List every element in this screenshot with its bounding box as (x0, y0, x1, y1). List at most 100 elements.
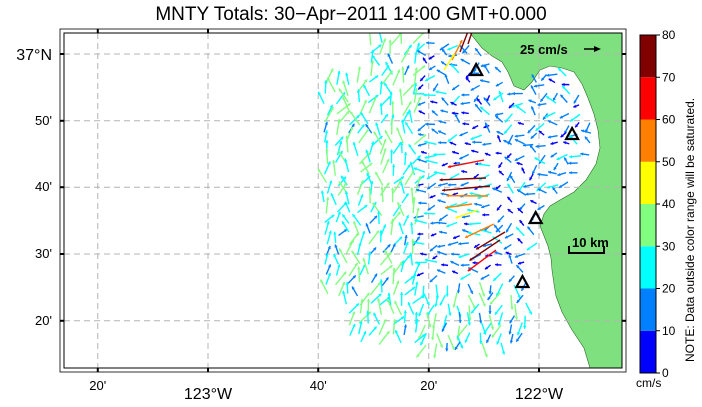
vector-arrowhead (384, 130, 388, 134)
vector-arrowhead (508, 254, 512, 258)
colorbar-tick-label: 40 (662, 197, 676, 211)
vector-arrow (392, 267, 395, 285)
vector-arrowhead (327, 77, 331, 81)
vector-arrowhead (411, 239, 415, 242)
vector-arrowhead (356, 89, 361, 93)
vector-arrowhead (533, 84, 537, 88)
vector-arrowhead (472, 261, 476, 265)
vector-arrowhead (552, 187, 556, 191)
vector-arrowhead (482, 213, 486, 217)
vector-arrowhead (516, 161, 520, 166)
vector-arrowhead (512, 91, 515, 96)
vector-arrowhead (329, 180, 333, 184)
vector-arrowhead (473, 68, 477, 73)
vector-arrowhead (433, 87, 437, 92)
vector-arrowhead (528, 99, 532, 103)
vector-arrowhead (438, 140, 441, 145)
vector-arrowhead (383, 138, 387, 143)
vector-arrowhead (407, 302, 411, 306)
vector-arrowhead (318, 91, 322, 96)
vector-arrowhead (417, 50, 421, 54)
vector-arrowhead (541, 77, 545, 81)
vector-arrowhead (373, 326, 377, 330)
vector-arrowhead (431, 128, 435, 132)
vector-arrowhead (478, 177, 483, 181)
vector-arrowhead (418, 176, 422, 180)
vector-arrowhead (420, 252, 424, 256)
vector-arrowhead (415, 188, 420, 192)
vector-arrowhead (344, 158, 348, 162)
vector-arrowhead (564, 157, 568, 161)
vector-arrowhead (347, 103, 351, 107)
vector-arrowhead (352, 275, 356, 279)
vector-arrowhead (497, 135, 501, 139)
vector-arrowhead (472, 140, 476, 144)
vector-arrowhead (436, 69, 441, 73)
vector-arrowhead (420, 77, 424, 82)
vector-arrowhead (382, 224, 387, 228)
vector-arrowhead (331, 214, 335, 218)
vector-arrowhead (537, 188, 542, 192)
vector-arrowhead (535, 127, 539, 131)
vector-arrowhead (460, 183, 464, 187)
vector-arrowhead (477, 98, 481, 102)
vector-arrowhead (360, 298, 364, 302)
colorbar-segment (640, 35, 656, 78)
vector-arrowhead (341, 281, 346, 286)
vector-arrowhead (411, 287, 416, 291)
vector-arrowhead (373, 247, 377, 251)
vector-arrow (346, 135, 349, 153)
vector-arrowhead (389, 70, 393, 74)
vector-arrowhead (444, 74, 448, 78)
vector-arrowhead (418, 201, 422, 205)
longitude-label: 20' (89, 378, 106, 393)
vector-arrowhead (462, 229, 466, 233)
vector-arrowhead (329, 104, 333, 109)
vector-arrowhead (517, 208, 521, 212)
vector-arrowhead (428, 56, 432, 60)
vector-arrowhead (345, 135, 349, 139)
vector-arrowhead (451, 53, 455, 58)
vector-arrowhead (372, 202, 376, 206)
vector-arrowhead (504, 156, 508, 160)
vector-arrowhead (417, 143, 422, 147)
vector-arrowhead (454, 113, 458, 118)
colorbar-segment (640, 77, 656, 120)
vector-arrowhead (365, 223, 369, 227)
vector-arrowhead (379, 279, 383, 283)
vector-arrowhead (531, 74, 535, 78)
vector-arrowhead (373, 97, 377, 101)
vector-arrowhead (511, 104, 515, 108)
vector-arrowhead (530, 135, 534, 139)
vector-arrow (379, 251, 393, 266)
vector-arrowhead (357, 66, 362, 70)
vector-arrowhead (510, 175, 513, 179)
vector-arrowhead (493, 97, 497, 101)
vector-arrowhead (550, 141, 554, 145)
vector-arrowhead (390, 187, 395, 191)
vector-arrowhead (330, 193, 334, 197)
vector-arrowhead (507, 92, 511, 96)
vector-arrowhead (391, 101, 395, 104)
vector-arrow (410, 187, 414, 205)
vector-arrowhead (392, 243, 396, 247)
vector-arrowhead (493, 277, 497, 281)
vector-arrowhead (405, 215, 409, 219)
vector-arrowhead (467, 231, 471, 235)
vector-arrowhead (461, 93, 465, 97)
vector-arrowhead (327, 272, 331, 277)
vector-arrowhead (400, 176, 404, 180)
vector-arrowhead (453, 235, 457, 239)
vector-arrowhead (460, 276, 464, 280)
vector-arrowhead (423, 211, 427, 216)
vector-arrowhead (363, 100, 367, 104)
vector-arrowhead (535, 144, 539, 148)
vector-arrowhead (517, 332, 521, 336)
vector-arrowhead (484, 266, 489, 270)
vector-arrowhead (516, 265, 520, 269)
current-vectors (317, 33, 592, 359)
vector-arrowhead (405, 193, 409, 197)
vector-arrowhead (351, 239, 354, 243)
vector-arrowhead (417, 127, 421, 132)
vector-arrowhead (396, 280, 400, 284)
